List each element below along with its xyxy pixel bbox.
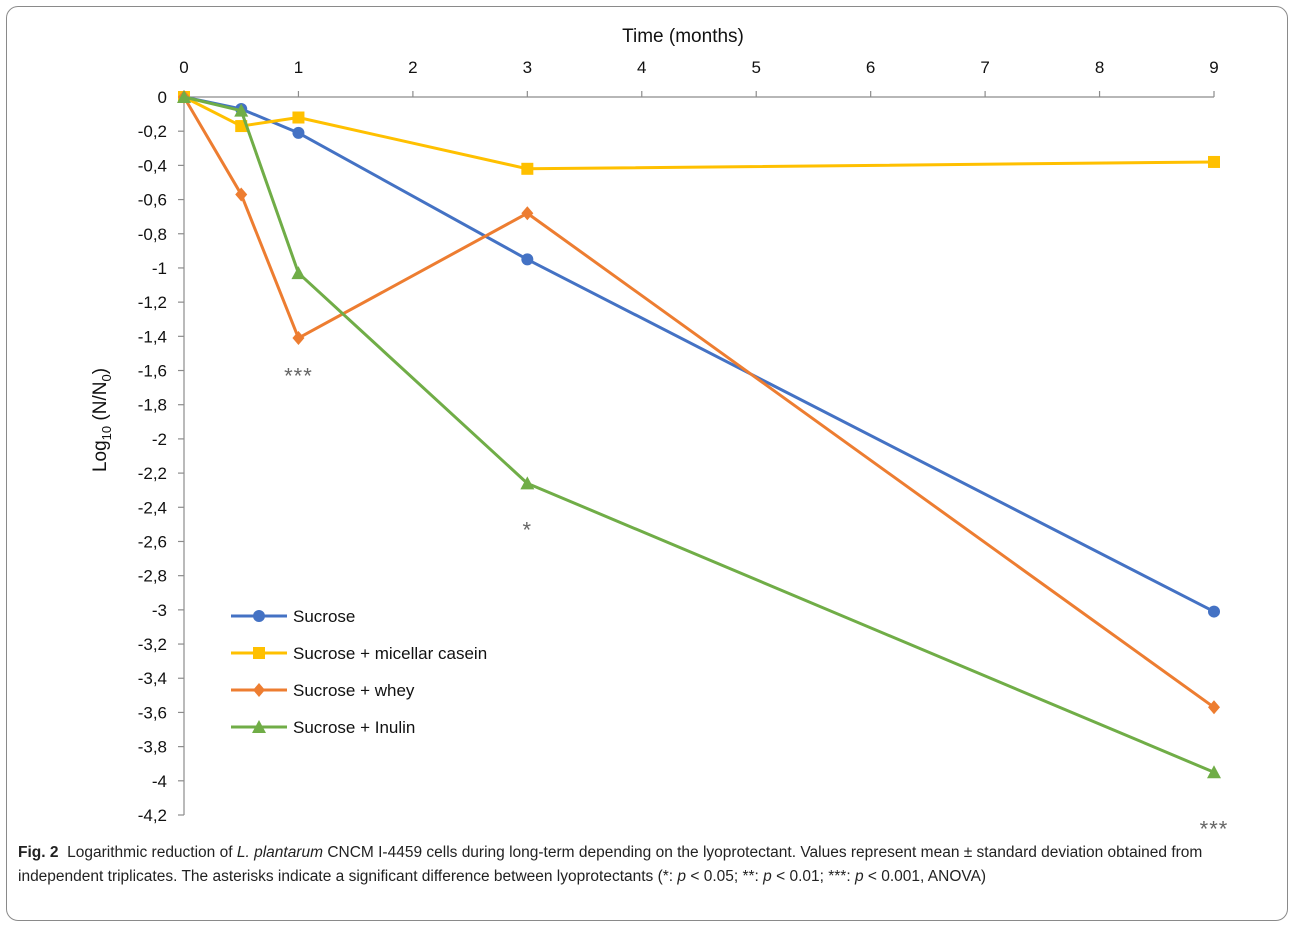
x-tick-label: 9 <box>1209 58 1218 77</box>
annotation-layer: ******* <box>284 364 1229 840</box>
series-2 <box>178 91 1220 175</box>
y-tick-label: -1,6 <box>138 362 167 381</box>
data-point <box>234 103 249 117</box>
data-point <box>292 331 305 346</box>
caption-p2: p <box>763 868 772 885</box>
legend-swatch-marker <box>253 647 265 659</box>
series-layer <box>177 90 1221 779</box>
caption-p1: p <box>677 868 687 885</box>
y-axis-title-sub: 10 <box>99 426 114 440</box>
figure-caption: Fig. 2 Logarithmic reduction of L. plant… <box>18 841 1280 889</box>
series-1 <box>178 91 1220 618</box>
y-tick-label: -2,6 <box>138 532 167 551</box>
y-tick-label: -2,8 <box>138 567 167 586</box>
y-tick-label: -1,4 <box>138 327 167 346</box>
x-tick-label: 2 <box>408 58 417 77</box>
y-tick-label: -1,8 <box>138 396 167 415</box>
caption-text-4: < 0.01; ***: <box>771 868 855 885</box>
legend-label: Sucrose + micellar casein <box>293 644 487 663</box>
x-axis: 0 1 2 3 4 5 6 7 8 9 <box>179 58 1219 98</box>
data-point <box>177 90 191 103</box>
y-tick-label: -3,6 <box>138 703 167 722</box>
data-point <box>292 126 305 139</box>
data-point <box>1208 700 1220 715</box>
significance-annotation: * <box>523 518 533 543</box>
x-tick-label: 7 <box>980 58 989 77</box>
y-tick-label: -3 <box>152 601 167 620</box>
data-point <box>521 162 534 175</box>
legend-swatch-marker <box>253 610 265 622</box>
y-tick-label: -0,6 <box>138 191 167 210</box>
legend-item: Sucrose + whey <box>231 681 415 700</box>
y-tick-label: -0,4 <box>138 156 167 175</box>
y-tick-label: 0 <box>158 88 167 107</box>
caption-text-2: CNCM I-4459 cells during long-term depen… <box>18 844 1203 885</box>
series-4 <box>177 90 1221 779</box>
legend-swatch-marker <box>252 720 266 733</box>
data-point <box>235 187 248 202</box>
x-axis-title: Time (months) <box>622 26 744 47</box>
y-axis-title-close: ) <box>90 368 111 374</box>
y-tick-label: -4,2 <box>138 806 167 825</box>
series-line <box>183 95 1215 171</box>
line-chart: Time (months) 0 1 2 3 4 5 6 7 8 9 0 -0,2 -0,4 -0,6 -0… <box>90 26 1229 840</box>
series-line <box>183 95 1215 774</box>
y-tick-label: -2 <box>152 430 167 449</box>
y-tick-label: -3,8 <box>138 738 167 757</box>
legend: Sucrose Sucrose + micellar casein Sucrose … <box>231 607 487 737</box>
x-tick-label: 0 <box>179 58 188 77</box>
caption-label: Fig. 2 <box>18 844 59 861</box>
y-tick-label: -0,8 <box>138 225 167 244</box>
y-tick-label: -3,2 <box>138 635 167 654</box>
y-axis-title-log: Log <box>90 440 111 472</box>
caption-text-1: Logarithmic reduction of <box>67 844 237 861</box>
data-point <box>291 266 306 280</box>
legend-item: Sucrose + micellar casein <box>231 644 487 663</box>
caption-text-5: < 0.001, ANOVA) <box>863 868 987 885</box>
y-tick-label: -2,2 <box>138 464 167 483</box>
y-tick-label: -2,4 <box>138 498 167 517</box>
y-axis-title-sub2: 0 <box>99 374 114 381</box>
y-tick-label: -1,2 <box>138 293 167 312</box>
y-tick-label: -3,4 <box>138 669 167 688</box>
x-tick-label: 1 <box>294 58 303 77</box>
x-tick-label: 4 <box>637 58 646 77</box>
caption-p3: p <box>854 868 864 885</box>
legend-label: Sucrose <box>293 607 355 626</box>
data-point <box>292 111 305 124</box>
x-tick-label: 6 <box>866 58 875 77</box>
data-point <box>520 476 535 490</box>
y-axis-title-rest: (N/N <box>90 382 111 426</box>
data-point <box>521 253 534 266</box>
data-point <box>521 206 534 221</box>
y-axis-title: Log10 (N/N0) <box>90 368 114 472</box>
legend-label: Sucrose + whey <box>293 681 415 700</box>
x-tick-label: 5 <box>751 58 760 77</box>
series-line <box>183 95 1215 613</box>
legend-swatch-marker <box>253 683 265 697</box>
legend-label: Sucrose + Inulin <box>293 718 415 737</box>
significance-annotation: *** <box>284 364 313 389</box>
legend-item: Sucrose <box>231 607 355 626</box>
data-point <box>1208 155 1220 168</box>
data-point <box>1207 765 1221 779</box>
y-tick-label: -0,2 <box>138 122 167 141</box>
legend-item: Sucrose + Inulin <box>231 718 415 737</box>
y-axis: 0 -0,2 -0,4 -0,6 -0,8 -1 -1,2 -1,4 -1,6 -1,8 -2 -2,… <box>138 88 185 825</box>
data-point <box>1208 605 1220 618</box>
x-tick-label: 8 <box>1095 58 1104 77</box>
caption-text-3: < 0.05; **: <box>686 868 764 885</box>
y-tick-label: -1 <box>152 259 167 278</box>
caption-species: L. plantarum <box>236 844 324 861</box>
y-tick-label: -4 <box>152 772 167 791</box>
significance-annotation: *** <box>1200 817 1229 840</box>
x-tick-label: 3 <box>523 58 532 77</box>
